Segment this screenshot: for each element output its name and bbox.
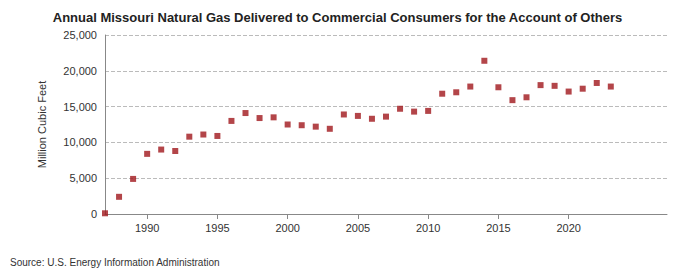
svg-text:15,000: 15,000	[63, 101, 97, 113]
svg-text:Million Cubic Feet: Million Cubic Feet	[36, 81, 48, 168]
svg-text:2015: 2015	[486, 222, 510, 234]
svg-text:1990: 1990	[135, 222, 159, 234]
svg-text:20,000: 20,000	[63, 65, 97, 77]
svg-text:5,000: 5,000	[69, 172, 97, 184]
svg-text:Annual Missouri Natural Gas De: Annual Missouri Natural Gas Delivered to…	[53, 10, 622, 25]
svg-text:2005: 2005	[346, 222, 370, 234]
svg-text:0: 0	[91, 208, 97, 220]
svg-text:1995: 1995	[205, 222, 229, 234]
svg-text:2020: 2020	[556, 222, 580, 234]
svg-text:2000: 2000	[275, 222, 299, 234]
svg-text:10,000: 10,000	[63, 136, 97, 148]
svg-text:Source: U.S. Energy Informatio: Source: U.S. Energy Information Administ…	[10, 257, 220, 268]
svg-text:25,000: 25,000	[63, 29, 97, 41]
svg-text:2010: 2010	[416, 222, 440, 234]
